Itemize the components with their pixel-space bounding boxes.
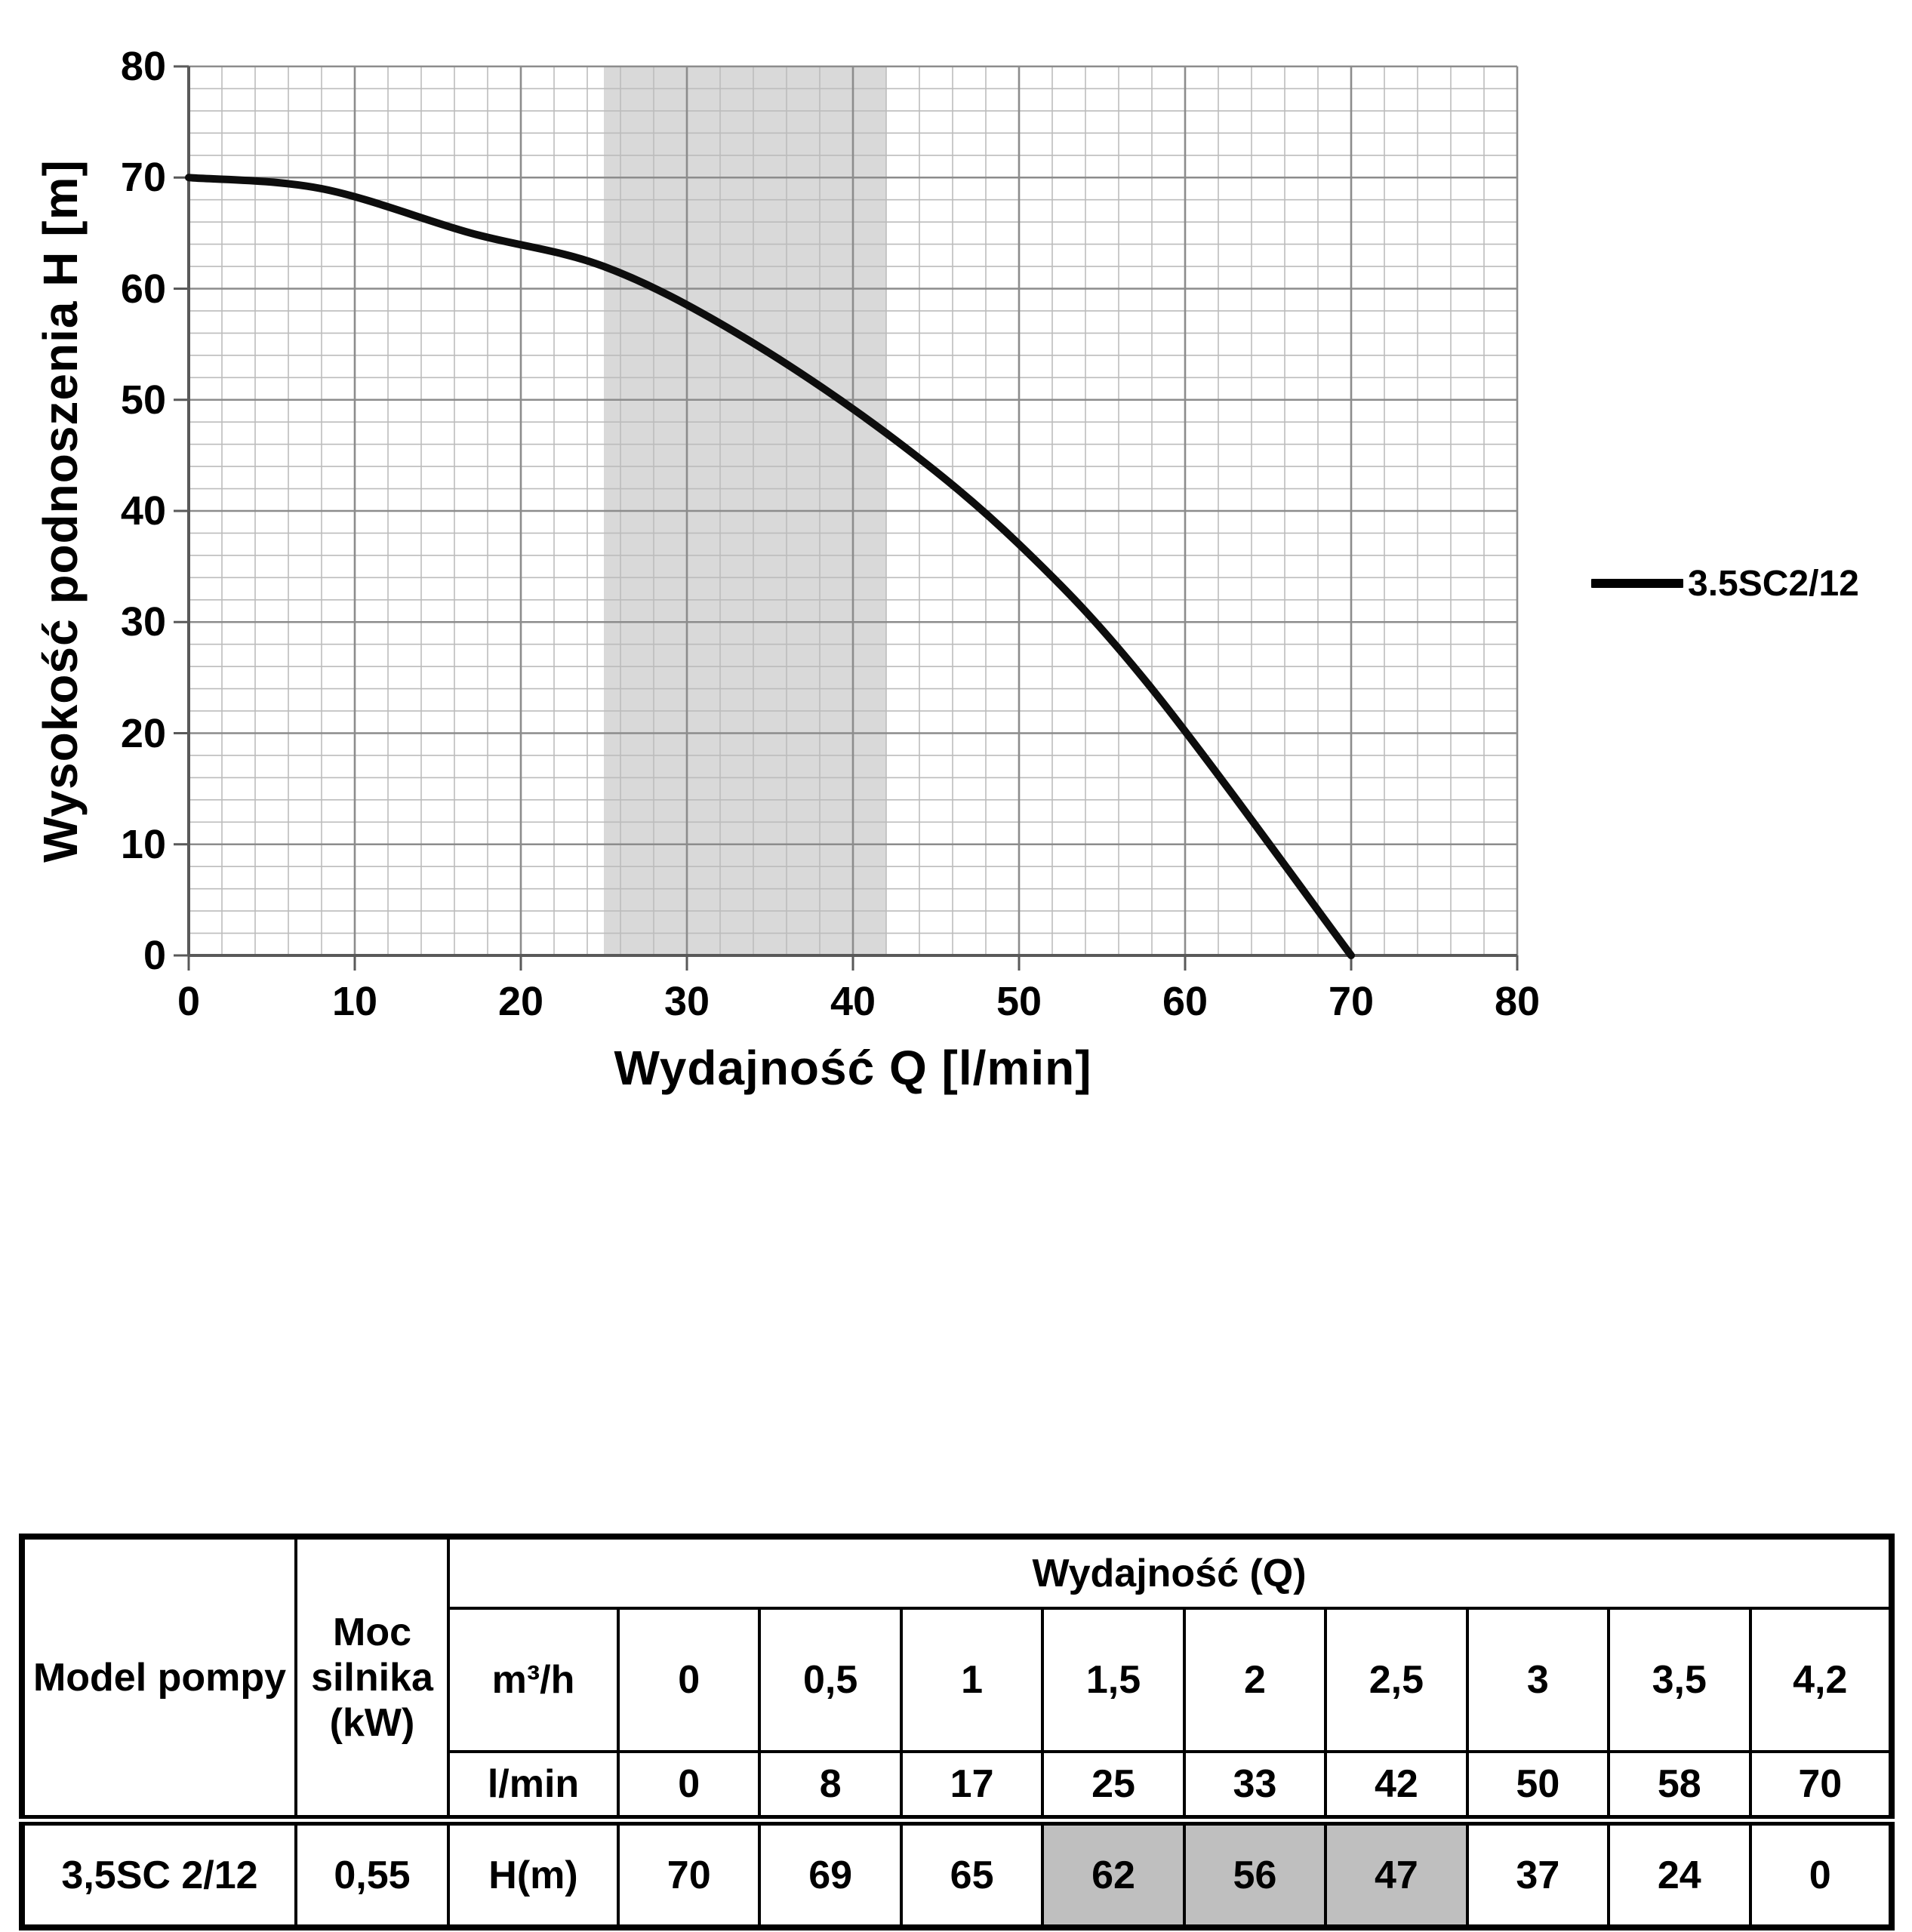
x-axis-title: Wydajność Q [l/min] — [614, 1041, 1092, 1095]
m3h-unit-label: m³/h — [447, 1607, 620, 1753]
table-cell-m3h-5: 2,5 — [1324, 1607, 1469, 1753]
y-tick-label-10: 10 — [120, 821, 166, 867]
x-tick-label-30: 30 — [664, 979, 710, 1024]
y-tick-label-80: 80 — [120, 44, 166, 89]
table-cell-lmin-6: 50 — [1465, 1750, 1611, 1822]
table-cell-h-2: 65 — [899, 1815, 1045, 1929]
table-cell-m3h-2: 1 — [899, 1607, 1045, 1753]
legend: 3.5SC2/12 — [1591, 558, 1859, 608]
table-cell-m3h-8: 4,2 — [1748, 1607, 1893, 1753]
table-cell-h-4: 56 — [1182, 1815, 1328, 1929]
table-header-row: Model pompy Moc silnika (kW) Wydajność (… — [20, 1535, 1893, 1822]
table-cell-lmin-4: 33 — [1182, 1750, 1328, 1822]
table-cell-h-5: 47 — [1324, 1815, 1469, 1929]
table-cell-h-0: 70 — [616, 1815, 762, 1929]
m3h-row: m³/h 0 0,5 1 1,5 2 2,5 3 3,5 4,2 — [22, 1607, 1893, 1753]
y-tick-label-30: 30 — [120, 599, 166, 645]
y-tick-label-40: 40 — [120, 488, 166, 534]
y-axis-tick-labels: 0 10 20 30 40 50 60 70 80 — [42, 44, 166, 978]
wydajnosc-q-header: Wydajność (Q) — [447, 1535, 1893, 1610]
pump-data-row: 3,5SC 2/12 0,55 H(m) 70 69 65 62 56 47 37 24 0 — [20, 1815, 1893, 1929]
table-cell-m3h-3: 1,5 — [1041, 1607, 1186, 1753]
table-cell-m3h-0: 0 — [616, 1607, 762, 1753]
x-tick-label-40: 40 — [830, 979, 876, 1024]
table-cell-lmin-1: 8 — [758, 1750, 903, 1822]
table-cell-lmin-0: 0 — [616, 1750, 762, 1822]
x-tick-label-10: 10 — [331, 979, 378, 1024]
pump-data-table: Model pompy Moc silnika (kW) Wydajność (… — [19, 1534, 1895, 1930]
x-tick-label-80: 80 — [1494, 979, 1541, 1024]
y-tick-label-60: 60 — [120, 266, 166, 312]
table-cell-lmin-7: 58 — [1607, 1750, 1752, 1822]
power-value: 0,55 — [294, 1815, 450, 1929]
x-tick-label-20: 20 — [497, 979, 544, 1024]
table-cell-h-3: 62 — [1041, 1815, 1186, 1929]
table-cell-m3h-1: 0,5 — [758, 1607, 903, 1753]
table-cell-h-6: 37 — [1465, 1815, 1611, 1929]
table-cell-lmin-8: 70 — [1748, 1750, 1893, 1822]
table-cell-lmin-3: 25 — [1041, 1750, 1186, 1822]
x-tick-label-70: 70 — [1328, 979, 1375, 1024]
h-unit-label: H(m) — [447, 1815, 620, 1929]
pump-curve-chart — [174, 65, 1519, 971]
table-cell-h-7: 24 — [1607, 1815, 1752, 1929]
table-cell-h-8: 0 — [1748, 1815, 1893, 1929]
lmin-unit-label: l/min — [447, 1750, 620, 1822]
y-tick-label-0: 0 — [143, 933, 166, 978]
model-value: 3,5SC 2/12 — [20, 1815, 297, 1929]
y-tick-label-50: 50 — [120, 377, 166, 423]
legend-label: 3.5SC2/12 — [1688, 563, 1859, 604]
x-axis-tick-labels: 0 10 20 30 40 50 60 70 80 — [177, 978, 1540, 1025]
moc-silnika-header: Moc silnika (kW) — [294, 1535, 450, 1822]
y-tick-label-20: 20 — [120, 710, 166, 756]
model-pompy-header: Model pompy — [20, 1535, 297, 1822]
lmin-row: l/min 0 8 17 25 33 42 50 58 70 — [22, 1750, 1893, 1822]
table-cell-m3h-6: 3 — [1465, 1607, 1611, 1753]
x-tick-label-60: 60 — [1162, 979, 1208, 1024]
legend-line-icon — [1591, 579, 1683, 588]
table-cell-m3h-7: 3,5 — [1607, 1607, 1752, 1753]
series-curve-3.5SC2/12 — [185, 174, 1355, 959]
table-cell-h-1: 69 — [758, 1815, 903, 1929]
table-cell-m3h-4: 2 — [1182, 1607, 1328, 1753]
x-tick-label-0: 0 — [177, 979, 201, 1024]
y-tick-label-70: 70 — [120, 155, 166, 201]
table-cell-lmin-2: 17 — [899, 1750, 1045, 1822]
x-tick-label-50: 50 — [996, 979, 1042, 1024]
table-cell-lmin-5: 42 — [1324, 1750, 1469, 1822]
